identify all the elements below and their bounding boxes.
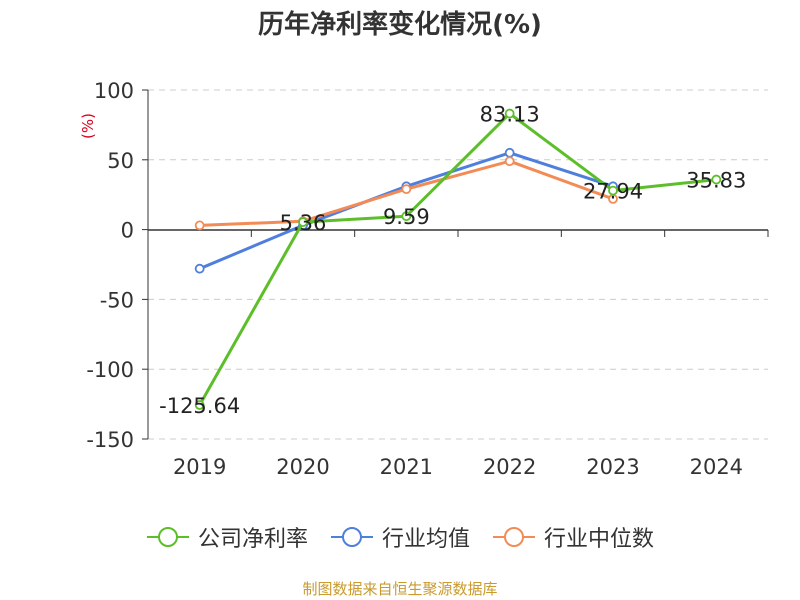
legend-label: 行业中位数 — [544, 527, 655, 552]
legend-item: 行业均值 — [330, 521, 470, 553]
data-point — [504, 147, 515, 158]
data-point — [194, 220, 205, 231]
data-point — [711, 174, 722, 185]
source-text: 制图数据来自恒生聚源数据库 — [302, 580, 498, 598]
data-label: 9.59 — [383, 205, 430, 229]
data-label: 83.13 — [480, 103, 540, 127]
y-axis-label: (%) — [79, 113, 97, 139]
data-point — [298, 217, 308, 228]
data-point — [504, 156, 515, 167]
y-tick-label: 50 — [107, 149, 134, 173]
series-line — [198, 112, 717, 406]
legend-marker — [504, 527, 524, 547]
chart-title: 历年净利率变化情况(%) — [258, 10, 542, 40]
data-point — [401, 184, 412, 195]
legend-marker — [341, 527, 362, 547]
x-tick-label: 2022 — [483, 455, 536, 479]
data-label: 35.83 — [686, 169, 746, 193]
data-label: 27.94 — [583, 180, 643, 204]
data-label: -125.64 — [159, 394, 240, 418]
x-tick-label: 2023 — [586, 455, 639, 479]
legend-marker — [157, 527, 178, 547]
legend-item: 公司净利率 — [146, 521, 308, 553]
legend-label: 公司净利率 — [197, 527, 308, 552]
y-tick-label: 100 — [94, 79, 134, 103]
x-tick-label: 2024 — [690, 455, 743, 479]
data-point — [608, 185, 618, 196]
legend-swatch-icon — [146, 527, 189, 547]
legend: 公司净利率 行业均值 行业中位数 — [0, 521, 800, 553]
legend-swatch-icon — [493, 527, 535, 547]
y-tick-label: 0 — [121, 219, 134, 243]
y-tick-label: -50 — [100, 288, 134, 312]
y-tick-label: -100 — [86, 358, 134, 382]
x-tick-label: 2020 — [276, 455, 329, 479]
data-label: 5.36 — [280, 211, 327, 235]
legend-label: 行业均值 — [381, 527, 470, 552]
data-point — [194, 400, 205, 410]
data-point — [194, 263, 205, 274]
y-tick-label: -150 — [86, 428, 134, 452]
data-point — [504, 108, 515, 119]
x-tick-label: 2021 — [380, 455, 433, 479]
legend-item: 行业中位数 — [492, 521, 654, 553]
data-point — [401, 211, 412, 222]
legend-swatch-icon — [330, 527, 373, 547]
x-tick-label: 2019 — [173, 455, 226, 479]
